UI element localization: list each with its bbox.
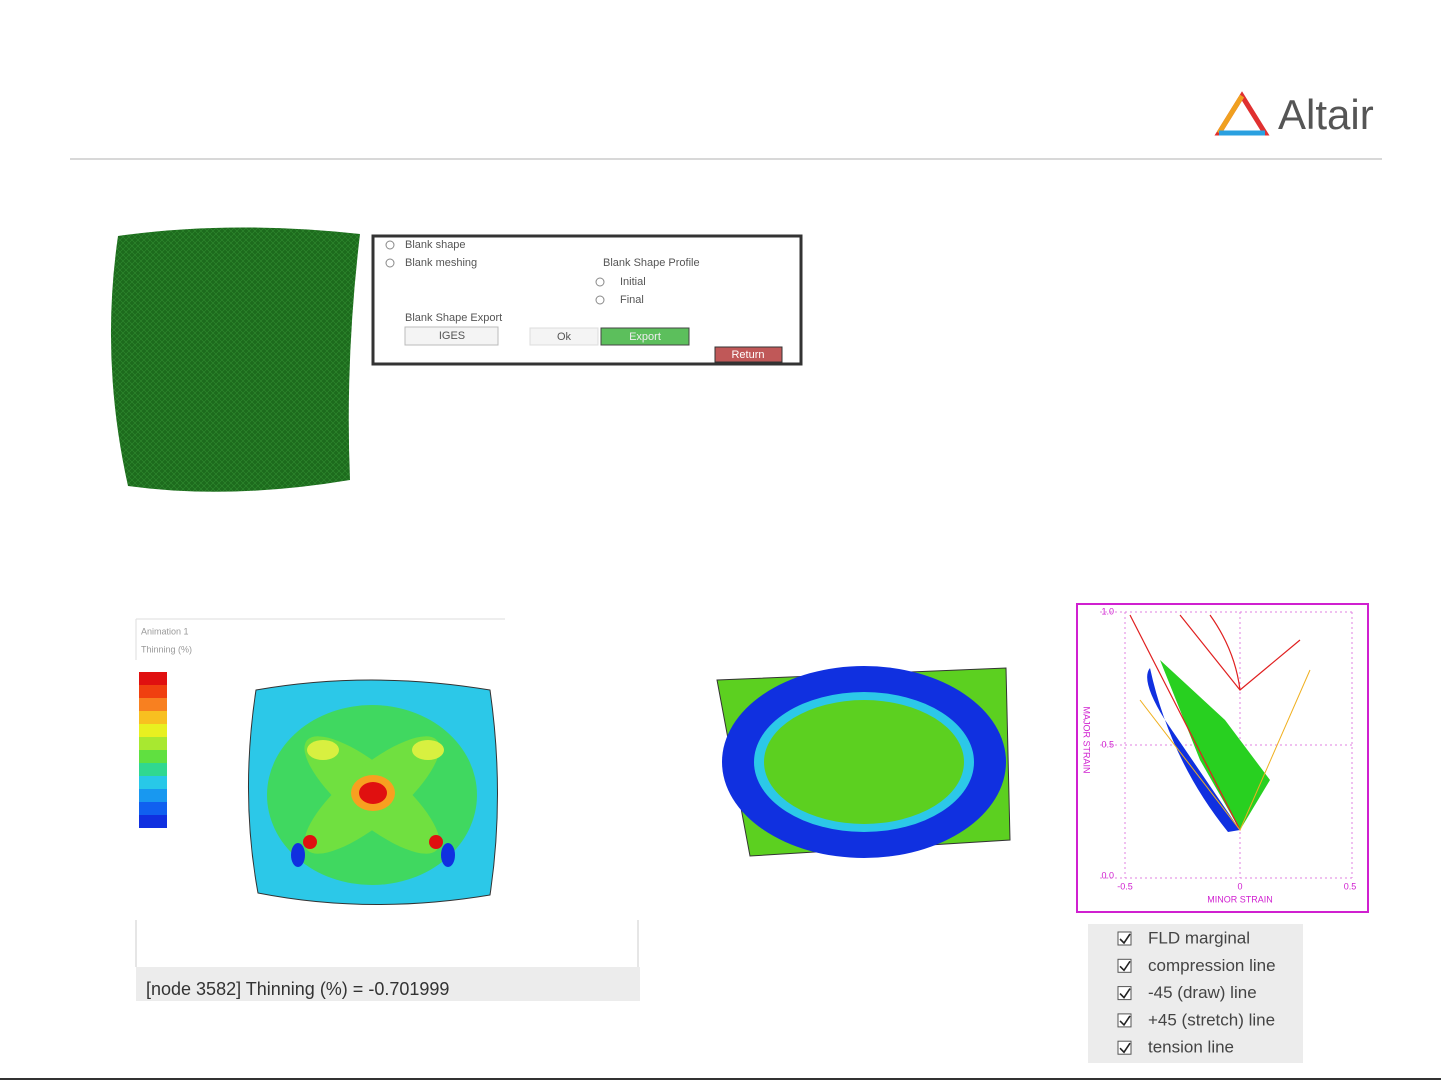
status-text: [node 3582] Thinning (%) = -0.701999: [146, 979, 449, 999]
logo: Altair: [1214, 91, 1374, 138]
return-button[interactable]: [714, 346, 783, 363]
panel-label: Animation 1: [141, 626, 189, 636]
legend-swatch: [139, 737, 167, 750]
legend-swatch: [139, 789, 167, 802]
radio[interactable]: [595, 277, 605, 287]
format-select[interactable]: [404, 326, 499, 346]
checkbox[interactable]: [1117, 931, 1132, 946]
radio[interactable]: [385, 258, 395, 268]
contour-zone: [307, 740, 339, 760]
check-mark: [1119, 988, 1131, 999]
fld-chart: 1.0 0.5 0.0 -0.5 0 0.5 MINOR STRAIN MAJO…: [1076, 603, 1369, 913]
option-list: FLD marginal compression line -45 (draw) l…: [1117, 928, 1276, 1057]
logo-text: Altair: [1278, 91, 1374, 138]
checkbox[interactable]: [1117, 1013, 1132, 1028]
contour-zone: [429, 835, 443, 849]
option-label: compression line: [1148, 956, 1276, 975]
option-label: tension line: [1148, 1038, 1234, 1057]
check-mark: [1119, 933, 1131, 945]
y-tick-label: 0.5: [1101, 739, 1114, 749]
radio[interactable]: [595, 295, 605, 305]
x-axis-label: MINOR STRAIN: [1207, 894, 1273, 904]
legend-swatch: [139, 685, 167, 698]
legend-swatch: [139, 724, 167, 737]
export-button[interactable]: [600, 327, 690, 346]
option: Final: [620, 294, 644, 306]
legend-swatch: [139, 776, 167, 789]
option: Blank shape: [405, 239, 466, 251]
radio[interactable]: [385, 240, 395, 250]
y-axis-label: MAJOR STRAIN: [1082, 706, 1092, 773]
contour-zone: [291, 843, 305, 867]
contour-zone: [359, 782, 387, 804]
ok-button[interactable]: [529, 327, 599, 346]
contour-zone: [412, 740, 444, 760]
mesh-blank: [110, 227, 361, 492]
y-tick-label: 1.0: [1101, 606, 1114, 616]
x-tick-label: -0.5: [1117, 881, 1133, 891]
contour-zone: [441, 843, 455, 867]
x-tick-label: 0.5: [1344, 881, 1357, 891]
group-title: Blank Shape Profile: [603, 257, 700, 269]
legend-swatch: [139, 698, 167, 711]
option-label: +45 (stretch) line: [1148, 1010, 1275, 1029]
checkbox[interactable]: [1117, 1040, 1132, 1055]
format: IGES: [439, 330, 465, 342]
check-mark: [1119, 1042, 1131, 1054]
check-mark: [1119, 1015, 1131, 1027]
option: Initial: [620, 276, 646, 288]
panel-label: Thinning (%): [141, 644, 192, 654]
legend-swatch: [139, 815, 167, 828]
dialog: Blank shape Blank meshing Blank Shape Pr…: [371, 234, 803, 366]
option-label: FLD marginal: [1148, 928, 1250, 947]
check-mark: [1119, 960, 1131, 972]
ring-contour: [716, 666, 1011, 858]
status-bar: [136, 967, 640, 1001]
contour-panel: Animation 1 Thinning (%) [node 3582] Thi…: [135, 618, 640, 1001]
legend-swatch: [139, 672, 167, 685]
return-label: Return: [731, 349, 764, 361]
option: Blank meshing: [405, 257, 477, 269]
ok-label: Ok: [557, 331, 572, 343]
group-title: Blank Shape Export: [405, 312, 502, 324]
contour-zone: [303, 835, 317, 849]
legend-swatch: [139, 763, 167, 776]
legend-swatch: [139, 711, 167, 724]
x-tick-label: 0: [1237, 881, 1242, 891]
legend-swatch: [139, 750, 167, 763]
checkbox[interactable]: [1117, 958, 1132, 973]
option-label: -45 (draw) line: [1148, 983, 1257, 1002]
checkbox[interactable]: [1117, 986, 1132, 1001]
y-tick-label: 0.0: [1101, 870, 1114, 880]
legend-swatch: [139, 802, 167, 815]
color-legend: [139, 672, 167, 828]
export-label: Export: [629, 331, 661, 343]
